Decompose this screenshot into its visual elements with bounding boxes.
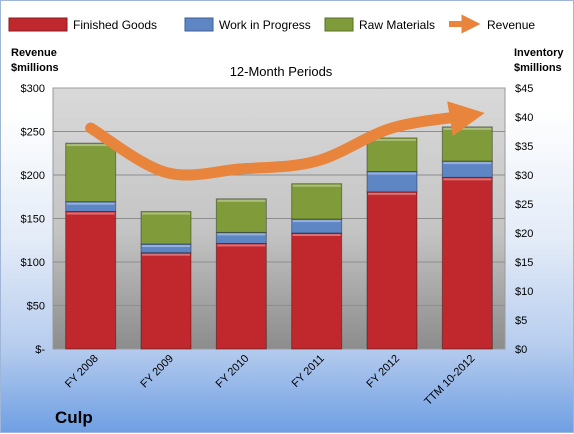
bar-raw-materials <box>442 127 492 161</box>
left-tick-label: $100 <box>21 257 45 269</box>
bar-work-in-progress <box>367 172 417 192</box>
bar-highlight <box>443 162 491 164</box>
bar-highlight <box>142 254 190 256</box>
left-axis-title-line1: Revenue <box>11 47 57 59</box>
bar-highlight <box>217 244 265 246</box>
bar-raw-materials <box>141 212 191 244</box>
legend-swatch-work-in-progress <box>185 18 213 31</box>
bar-highlight <box>67 203 115 205</box>
bar-highlight <box>443 128 491 130</box>
right-axis-title-line2: $millions <box>514 62 562 74</box>
legend-label-revenue: Revenue <box>487 18 535 32</box>
bar-raw-materials <box>367 138 417 172</box>
bar-highlight <box>368 193 416 195</box>
bar-highlight <box>293 220 341 222</box>
bar-finished-goods <box>66 212 116 349</box>
bar-highlight <box>67 213 115 215</box>
legend-swatch-raw-materials <box>325 18 353 31</box>
bar-raw-materials <box>66 143 116 202</box>
right-tick-label: $5 <box>515 315 527 327</box>
bar-finished-goods <box>367 192 417 349</box>
bar-highlight <box>142 213 190 215</box>
left-axis-ticks: $- $50 $100 $150 $200 $250 $300 <box>21 83 46 356</box>
x-tick-label: FY 2010 <box>214 353 252 391</box>
bar-finished-goods <box>442 177 492 349</box>
right-tick-label: $15 <box>515 257 533 269</box>
bar-highlight <box>217 233 265 235</box>
right-tick-label: $20 <box>515 228 533 240</box>
left-axis-title-line2: $millions <box>11 62 59 74</box>
right-tick-label: $35 <box>515 141 533 153</box>
right-axis-title-line1: Inventory <box>514 47 564 59</box>
x-tick-label: TTM 10-2012 <box>422 353 477 408</box>
right-tick-label: $30 <box>515 170 533 182</box>
right-tick-label: $45 <box>515 83 533 95</box>
bar-finished-goods <box>216 243 266 349</box>
legend-label-work-in-progress: Work in Progress <box>219 18 311 32</box>
left-tick-label: $250 <box>21 127 45 139</box>
left-tick-label: $150 <box>21 214 45 226</box>
x-axis-labels: FY 2008 FY 2009 FY 2010 FY 2011 FY 2012 TTM 1… <box>63 353 477 408</box>
bar-highlight <box>142 245 190 247</box>
chart-subtitle: 12-Month Periods <box>230 64 333 79</box>
x-tick-label: FY 2008 <box>63 353 101 391</box>
left-tick-label: $50 <box>27 301 45 313</box>
right-axis-ticks: $0 $5 $10 $15 $20 $25 $30 $35 $40 $45 <box>515 83 533 356</box>
bar-finished-goods <box>141 253 191 349</box>
bar-highlight <box>293 185 341 187</box>
left-tick-label: $- <box>35 344 45 356</box>
legend-swatch-finished-goods <box>9 18 67 31</box>
bar-highlight <box>443 178 491 180</box>
bar-raw-materials <box>292 184 342 219</box>
bar-raw-materials <box>216 199 266 233</box>
left-tick-label: $200 <box>21 170 45 182</box>
x-tick-label: FY 2009 <box>138 353 176 391</box>
legend-label-raw-materials: Raw Materials <box>359 18 435 32</box>
left-tick-label: $300 <box>21 83 45 95</box>
right-tick-label: $25 <box>515 199 533 211</box>
bar-finished-goods <box>292 233 342 349</box>
right-tick-label: $40 <box>515 112 533 124</box>
legend-label-finished-goods: Finished Goods <box>73 18 157 32</box>
right-tick-label: $0 <box>515 344 527 356</box>
company-name: Culp <box>55 408 93 427</box>
legend: Finished Goods Work in Progress Raw Mate… <box>9 18 535 32</box>
bar-highlight <box>217 200 265 202</box>
x-tick-label: FY 2011 <box>290 353 327 390</box>
right-tick-label: $10 <box>515 286 533 298</box>
bar-highlight <box>368 173 416 175</box>
x-tick-label: FY 2012 <box>364 353 402 391</box>
bar-highlight <box>293 234 341 236</box>
